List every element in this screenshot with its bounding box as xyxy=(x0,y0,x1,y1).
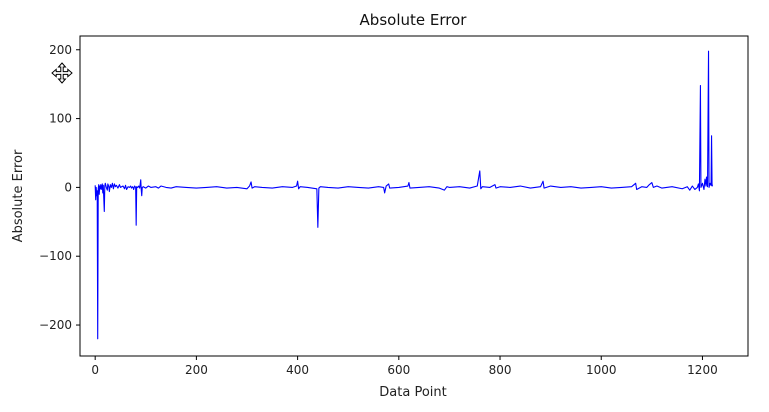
y-tick-label: −200 xyxy=(39,318,72,332)
y-tick-label: 200 xyxy=(49,43,72,57)
move-cursor-icon xyxy=(51,62,73,84)
x-tick-label: 600 xyxy=(387,363,410,377)
x-tick-label: 0 xyxy=(91,363,99,377)
y-axis-label: Absolute Error xyxy=(11,149,26,242)
plot-frame xyxy=(79,35,749,357)
chart-title: Absolute Error xyxy=(360,11,468,29)
x-tick-label: 400 xyxy=(286,363,309,377)
y-axis: −200 −100 0 100 200 xyxy=(39,43,80,332)
x-tick-label: 1000 xyxy=(586,363,617,377)
x-tick-label: 800 xyxy=(489,363,512,377)
y-tick-label: 100 xyxy=(49,112,72,126)
y-tick-label: 0 xyxy=(64,180,72,194)
series-line-0 xyxy=(94,50,714,340)
x-axis-label: Data Point xyxy=(379,385,446,400)
y-tick-label: −100 xyxy=(39,249,72,263)
x-axis: 0 200 400 600 800 1000 1200 xyxy=(91,356,718,377)
x-tick-label: 1200 xyxy=(687,363,718,377)
plot-area xyxy=(94,50,714,340)
x-tick-label: 200 xyxy=(185,363,208,377)
